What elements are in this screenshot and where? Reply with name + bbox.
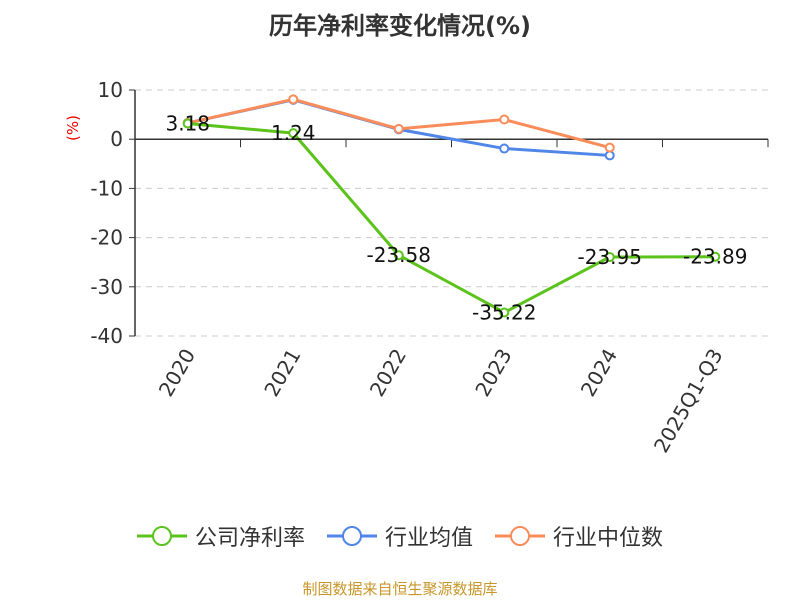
legend: 公司净利率 行业均值 行业中位数: [0, 520, 800, 552]
data-point: [604, 142, 615, 153]
x-tick-label: 2020: [154, 345, 200, 401]
y-tick-label: -20: [90, 226, 123, 250]
source-note: 制图数据来自恒生聚源数据库: [302, 580, 498, 598]
data-point: [288, 94, 299, 105]
legend-item[interactable]: 行业中位数: [495, 520, 663, 552]
data-point: [710, 251, 721, 262]
y-tick-label: -30: [90, 275, 123, 299]
data-label: -35.22: [472, 300, 536, 324]
chart-title: 历年净利率变化情况(%): [269, 12, 531, 40]
legend-line-circle-icon: [326, 526, 377, 546]
legend-item[interactable]: 行业均值: [326, 520, 473, 552]
x-tick-label: 2023: [470, 345, 516, 401]
x-tick-label: 2025Q1-Q3: [649, 345, 728, 457]
data-label: -23.95: [578, 245, 642, 269]
data-point: [604, 150, 615, 161]
data-point: [393, 123, 404, 134]
data-label: -23.58: [367, 243, 431, 267]
data-point: [393, 250, 404, 261]
legend-label: 行业均值: [384, 526, 473, 551]
legend-item[interactable]: 公司净利率: [136, 520, 305, 552]
series-line: [187, 97, 611, 150]
legend-line-circle-icon: [495, 526, 545, 546]
data-point: [604, 252, 615, 263]
y-tick-label: -10: [90, 176, 123, 200]
x-tick-label: 2021: [259, 345, 305, 401]
data-point: [288, 128, 299, 139]
series-line: [187, 122, 716, 315]
x-tick-label: 2024: [576, 345, 622, 401]
legend-line-circle-icon: [136, 526, 187, 546]
data-point: [499, 114, 510, 125]
data-point: [499, 307, 510, 318]
y-tick-label: 0: [110, 127, 123, 151]
y-tick-label: 10: [98, 78, 123, 102]
y-axis-label: (%): [64, 115, 82, 141]
y-tick-label: -40: [90, 324, 123, 348]
legend-label: 公司净利率: [194, 526, 305, 551]
data-label: 3.18: [165, 112, 210, 136]
data-label: -23.89: [683, 245, 747, 269]
data-label: 1.24: [271, 121, 316, 145]
legend-label: 行业中位数: [553, 526, 664, 551]
x-tick-label: 2022: [365, 345, 411, 401]
data-point: [182, 118, 193, 129]
data-point: [499, 143, 510, 154]
